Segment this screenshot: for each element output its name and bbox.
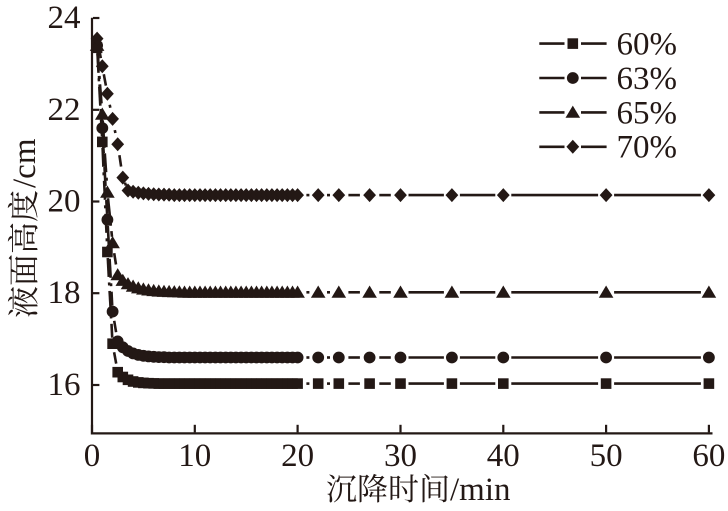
svg-text:18: 18 (48, 275, 81, 311)
svg-text:22: 22 (48, 92, 81, 128)
svg-text:20: 20 (48, 184, 81, 220)
svg-text:40: 40 (487, 438, 520, 474)
svg-text:/cm: /cm (7, 138, 43, 188)
svg-text:24: 24 (48, 0, 81, 36)
svg-text:63%: 63% (617, 61, 678, 97)
svg-text:16: 16 (48, 367, 81, 403)
svg-text:60: 60 (692, 438, 725, 474)
svg-text:60%: 60% (617, 27, 678, 63)
svg-text:65%: 65% (617, 95, 678, 131)
svg-text:20: 20 (281, 438, 314, 474)
svg-text:/min: /min (450, 472, 511, 508)
svg-text:50: 50 (590, 438, 623, 474)
svg-text:30: 30 (384, 438, 417, 474)
svg-text:0: 0 (84, 438, 101, 474)
svg-text:10: 10 (178, 438, 211, 474)
svg-text:70%: 70% (617, 130, 678, 166)
